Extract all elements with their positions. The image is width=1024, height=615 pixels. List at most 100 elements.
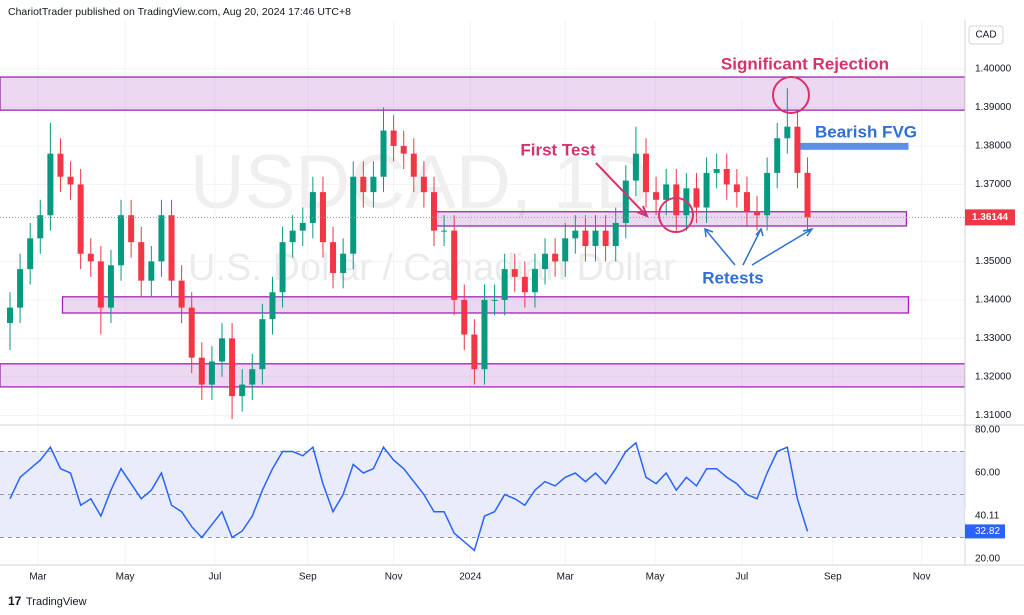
symbol-watermark: USDCAD, 1D [190, 140, 650, 225]
candle-body [410, 153, 417, 177]
rsi-last-label: 32.82 [975, 526, 1000, 537]
candle-body [188, 307, 195, 358]
candle-body [279, 242, 286, 293]
candle-body [118, 215, 125, 266]
candle-body [521, 276, 528, 293]
candle-body [562, 238, 569, 262]
first-test-circle [658, 197, 694, 233]
candle-body [723, 169, 730, 185]
candle-body [713, 169, 720, 173]
rsi-last-box [965, 524, 1005, 539]
annotation-layer: Significant Rejection First Test Bearish… [520, 54, 917, 287]
candle-body [693, 188, 700, 208]
x-tick-label: Nov [913, 572, 931, 583]
y-tick-label: 1.35000 [975, 256, 1012, 267]
candle-body [400, 145, 407, 154]
price-zone [432, 211, 908, 227]
rsi-line [9, 441, 809, 552]
candle-body [572, 230, 579, 239]
price-axis-bg [965, 20, 1024, 590]
candle-body [542, 253, 549, 270]
candle-body [87, 253, 94, 262]
candle-body [794, 126, 801, 173]
arrow-heads [704, 227, 814, 238]
candle-body [774, 138, 781, 173]
candle-body [481, 299, 488, 370]
candle-body [67, 176, 74, 185]
candle-body [461, 299, 468, 335]
price-zone [0, 76, 966, 111]
axis-layer: CAD Mar May Jul Sep Nov 2024 Mar May Jul Sep Nov 1.… [0, 20, 1024, 590]
arrow-head [636, 205, 649, 218]
candle-body [430, 192, 437, 231]
candle-body [673, 184, 680, 216]
candle-body [97, 261, 104, 308]
candle-body [128, 215, 135, 243]
y-tick-label: 1.40000 [975, 64, 1012, 75]
candle-body [289, 230, 296, 243]
rsi-tick-label: 20.00 [975, 554, 1000, 565]
candle-body [178, 280, 185, 308]
candle-body [582, 230, 589, 247]
rejection-circle [772, 76, 810, 114]
candle-body [158, 215, 165, 262]
candle-body [27, 238, 34, 270]
candle-body [249, 369, 256, 385]
candle-body [309, 192, 316, 223]
footer-text: TradingView [26, 596, 87, 608]
candle-body [733, 184, 740, 193]
candle-body [370, 176, 377, 193]
first-test-label: First Test [520, 140, 596, 159]
candle-body [491, 299, 498, 301]
x-tick-label: Mar [29, 572, 47, 583]
candle-body [218, 338, 225, 362]
candle-body [511, 269, 518, 277]
candle-body [380, 130, 387, 177]
candle-body [764, 172, 771, 216]
fvg-label: Bearish FVG [815, 122, 917, 141]
candle-body [138, 242, 145, 281]
candle-body [743, 192, 750, 212]
x-tick-label: May [646, 572, 665, 583]
header: ChariotTrader published on TradingView.c… [8, 6, 351, 18]
x-tick-label: 2024 [459, 572, 482, 583]
candle-body [37, 215, 44, 239]
x-tick-label: May [116, 572, 135, 583]
candle-body [269, 292, 276, 320]
candle-body [360, 176, 367, 193]
candle-body [77, 184, 84, 254]
candle-body [239, 384, 246, 397]
candle-body [703, 172, 710, 208]
candle-body [804, 172, 811, 218]
candle-body [340, 253, 347, 273]
x-tick-label: Jul [735, 572, 748, 583]
candle-body [229, 338, 236, 397]
rsi-tick-label: 60.00 [975, 468, 1000, 479]
candle-body [420, 176, 427, 193]
currency-box[interactable] [968, 25, 1004, 45]
last-price-box [965, 209, 1015, 226]
candle-body [653, 192, 660, 200]
y-tick-label: 1.38000 [975, 141, 1012, 152]
footer: 17 TradingView [8, 594, 87, 608]
last-price-label: 1.36144 [972, 212, 1009, 223]
candle-body [501, 269, 508, 300]
x-tick-label: Sep [299, 572, 317, 583]
name-watermark: U.S. Dollar / Canadian Dollar [188, 247, 676, 289]
candle-body [319, 192, 326, 243]
y-tick-label: 1.37000 [975, 179, 1012, 190]
y-tick-label: 1.32000 [975, 372, 1012, 383]
candle-body [754, 211, 761, 216]
candle-body [632, 153, 639, 181]
x-tick-label: Jul [209, 572, 222, 583]
rsi-ma-box [965, 508, 1005, 523]
candle-body [330, 242, 337, 273]
candle-body [592, 230, 599, 247]
rsi-tick-label: 80.00 [975, 425, 1000, 436]
logo-mark: 17 [8, 594, 22, 608]
candle-body [47, 153, 54, 216]
candle-body [168, 215, 175, 281]
candle-body [663, 184, 670, 200]
x-tick-label: Sep [824, 572, 842, 583]
x-tick-label: Mar [557, 572, 575, 583]
